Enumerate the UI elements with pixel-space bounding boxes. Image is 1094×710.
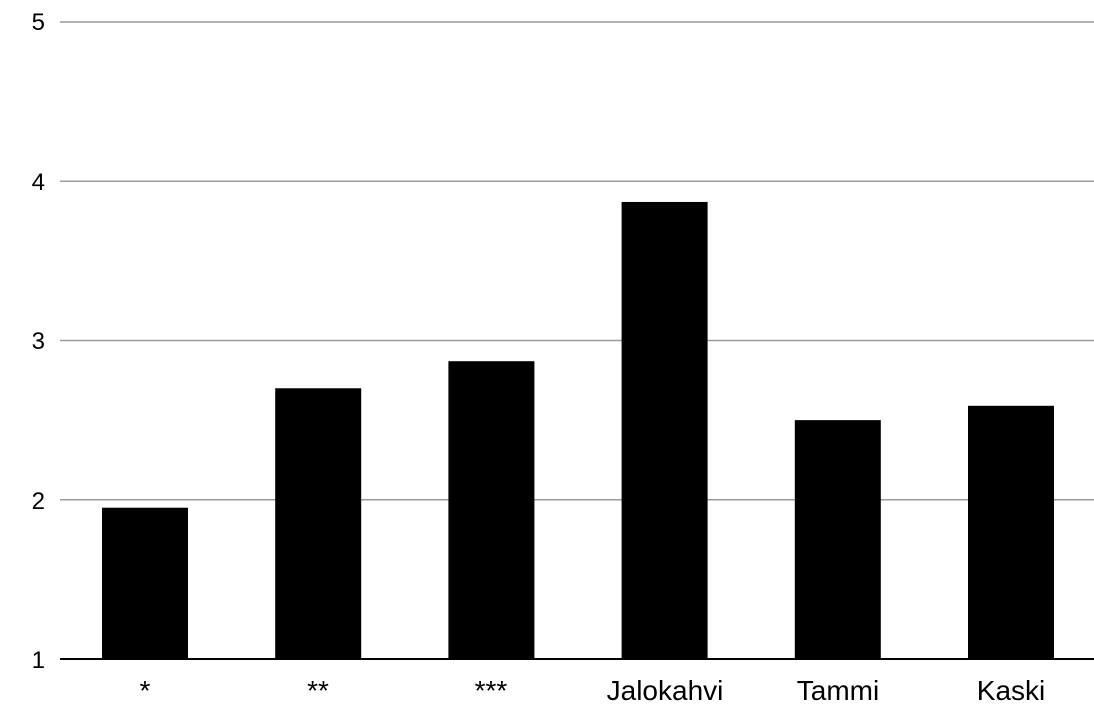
y-tick-label-4: 4 xyxy=(32,169,45,196)
y-axis-ticks: 1 2 3 4 5 xyxy=(32,9,45,674)
x-tick-label-star3: *** xyxy=(475,675,508,706)
x-tick-label-star1: * xyxy=(140,675,151,706)
bar-5 xyxy=(794,420,881,659)
y-tick-label-1: 1 xyxy=(32,647,45,674)
bar-1 xyxy=(102,507,188,659)
x-tick-label-jalokahvi: Jalokahvi xyxy=(607,675,724,706)
y-tick-label-2: 2 xyxy=(32,488,45,515)
x-tick-label-kaski: Kaski xyxy=(977,675,1045,706)
bars xyxy=(102,201,1054,659)
gridlines xyxy=(60,21,1094,501)
x-tick-label-star2: ** xyxy=(307,675,329,706)
bar-4 xyxy=(621,201,708,659)
x-axis-labels: * ** *** Jalokahvi Tammi Kaski xyxy=(140,675,1046,706)
bar-6 xyxy=(968,405,1054,659)
y-tick-label-3: 3 xyxy=(32,328,45,355)
bar-2 xyxy=(275,388,362,659)
y-tick-label-5: 5 xyxy=(32,9,45,36)
x-tick-label-tammi: Tammi xyxy=(797,675,879,706)
bar-3 xyxy=(448,361,535,659)
